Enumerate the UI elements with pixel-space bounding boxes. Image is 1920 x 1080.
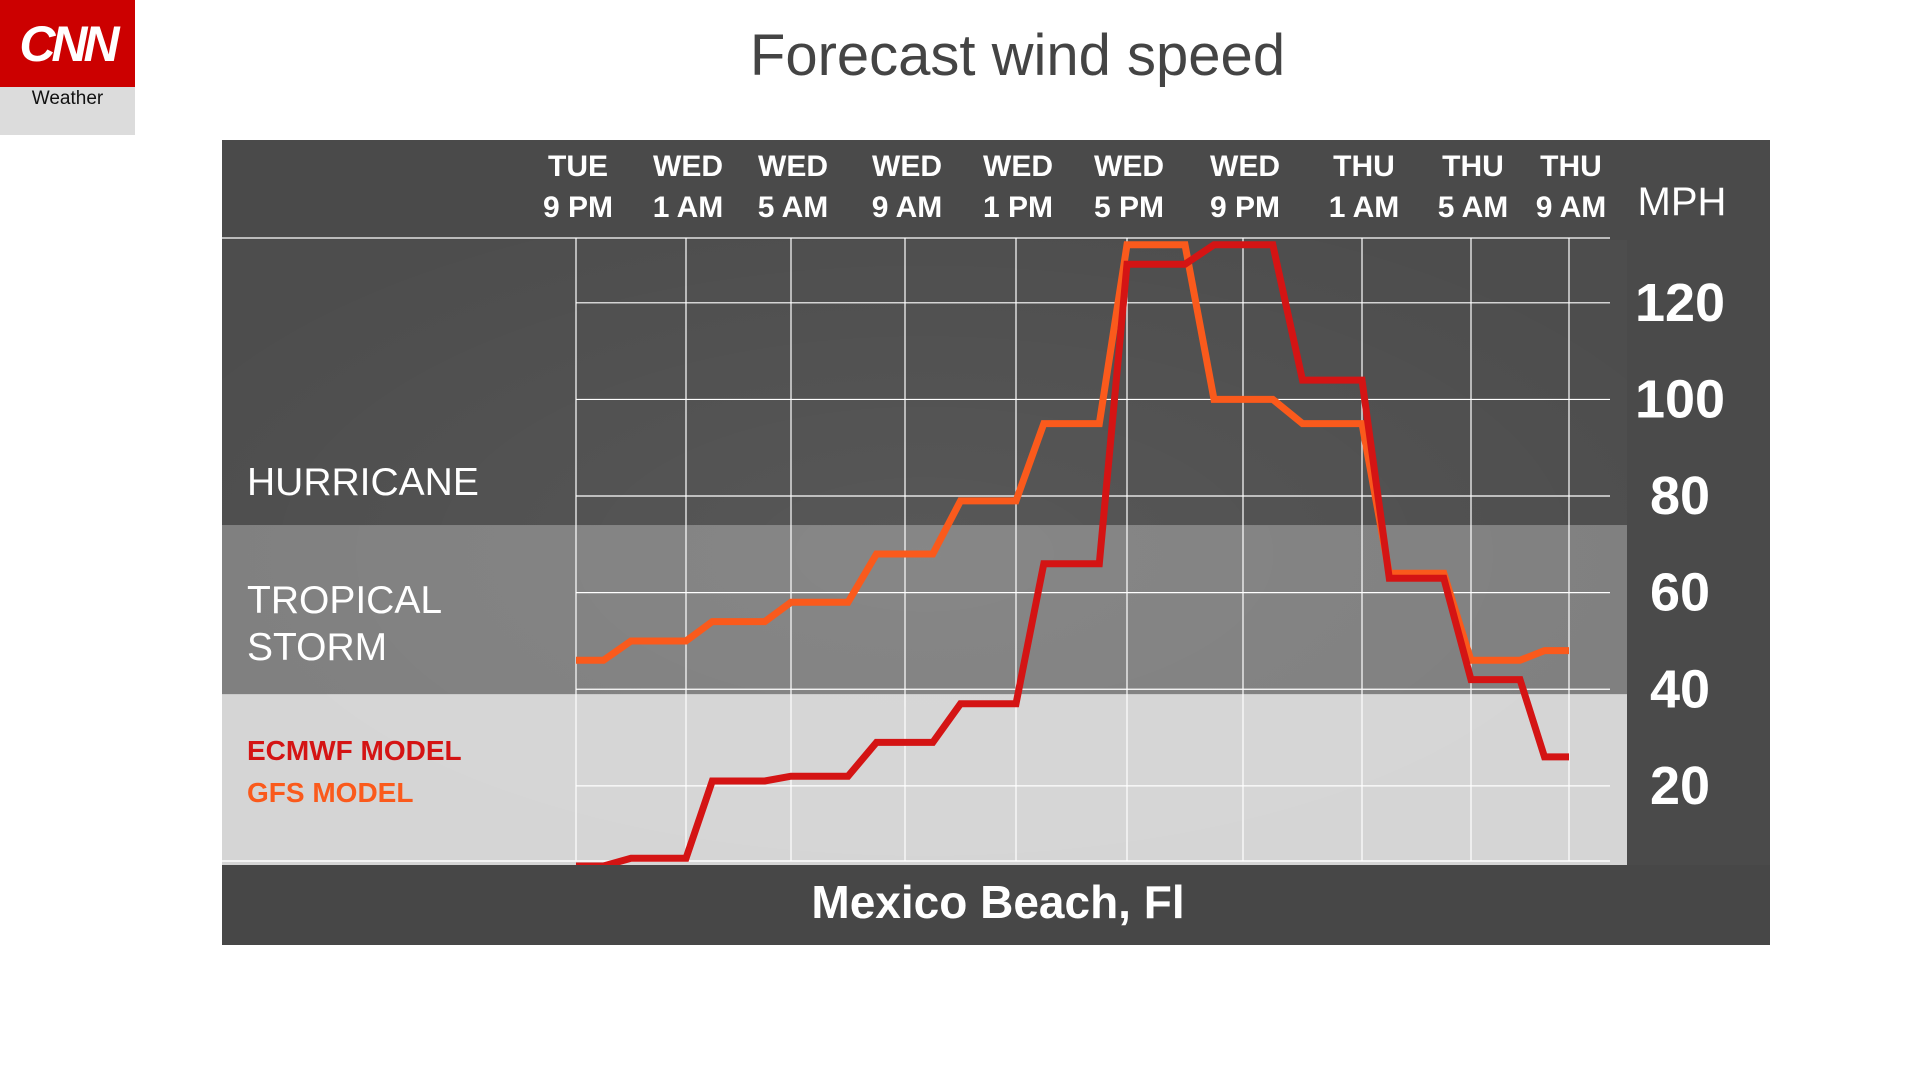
cnn-logo-mark: CNN	[0, 0, 135, 87]
band-label-0-0: HURRICANE	[247, 461, 479, 504]
series-line-gfs-model	[576, 241, 1569, 664]
band-label-1-0: TROPICAL	[247, 579, 442, 622]
x-tick-time-7: 1 AM	[1329, 191, 1400, 224]
series-line-ecmwf-model	[576, 241, 1569, 870]
logo-subtitle: Weather	[31, 88, 104, 109]
y-tick-40: 40	[1650, 659, 1710, 719]
location-bar	[222, 865, 1770, 945]
x-tick-day-4: WED	[983, 150, 1053, 183]
x-tick-day-3: WED	[872, 150, 942, 183]
x-tick-day-0: TUE	[548, 150, 608, 183]
x-tick-day-7: THU	[1333, 150, 1395, 183]
x-tick-day-8: THU	[1442, 150, 1504, 183]
x-tick-time-1: 1 AM	[653, 191, 724, 224]
x-tick-day-2: WED	[758, 150, 828, 183]
x-tick-time-0: 9 PM	[543, 191, 613, 224]
chart-title: Forecast wind speed	[749, 23, 1286, 88]
x-tick-day-1: WED	[653, 150, 723, 183]
y-axis-unit: MPH	[1638, 180, 1727, 224]
x-tick-time-8: 5 AM	[1438, 191, 1509, 224]
x-tick-time-6: 9 PM	[1210, 191, 1280, 224]
y-tick-100: 100	[1635, 369, 1725, 429]
y-tick-20: 20	[1650, 756, 1710, 816]
x-tick-day-9: THU	[1540, 150, 1602, 183]
y-tick-80: 80	[1650, 466, 1710, 526]
x-tick-time-4: 1 PM	[983, 191, 1053, 224]
x-tick-time-2: 5 AM	[758, 191, 829, 224]
y-tick-60: 60	[1650, 563, 1710, 623]
x-tick-time-9: 9 AM	[1536, 191, 1607, 224]
x-tick-day-6: WED	[1210, 150, 1280, 183]
legend-entry-1: GFS MODEL	[247, 777, 413, 808]
x-tick-time-5: 5 PM	[1094, 191, 1164, 224]
location-label: Mexico Beach, Fl	[811, 876, 1184, 928]
band-label-1-1: STORM	[247, 626, 387, 669]
legend-entry-0: ECMWF MODEL	[247, 735, 462, 766]
y-tick-120: 120	[1635, 273, 1725, 333]
x-tick-day-5: WED	[1094, 150, 1164, 183]
cnn-weather-logo: CNN Weather	[0, 0, 135, 135]
x-tick-time-3: 9 AM	[872, 191, 943, 224]
